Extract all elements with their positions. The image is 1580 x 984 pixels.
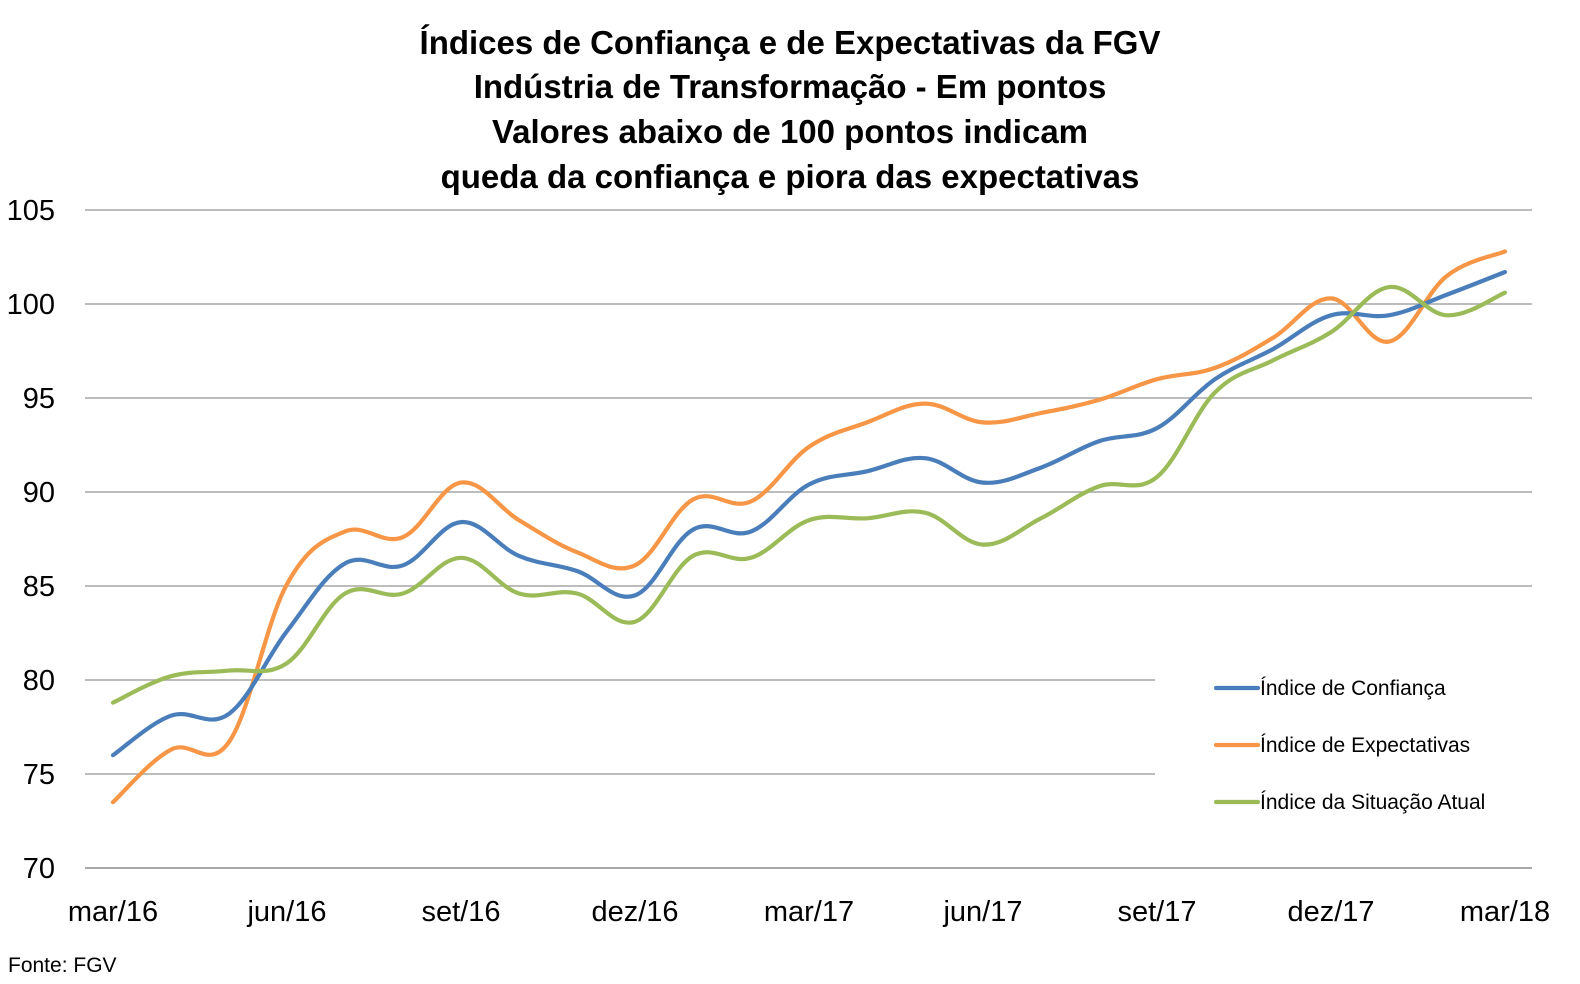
x-tick-label-mar-16: mar/16: [68, 896, 158, 928]
chart-title: Índices de Confiança e de Expectativas d…: [420, 24, 1161, 195]
x-tick-label-jun-16: jun/16: [246, 896, 326, 928]
title-line-2: Indústria de Transformação - Em pontos: [474, 68, 1107, 105]
title-line-1: Índices de Confiança e de Expectativas d…: [420, 24, 1161, 61]
gridlines: [85, 209, 1532, 869]
source-note: Fonte: FGV: [8, 954, 117, 977]
x-tick-label-jun-17: jun/17: [942, 896, 1022, 928]
series-line-indice-de-expectativas: [110, 249, 1508, 805]
y-axis-tick-labels: 70 75 80 85 90 95 100 105: [7, 195, 55, 885]
y-tick-label-70: 70: [23, 853, 55, 885]
series-line-indice-de-confianca: [110, 269, 1508, 758]
y-tick-label-80: 80: [23, 665, 55, 697]
title-line-3: Valores abaixo de 100 pontos indicam: [492, 113, 1088, 150]
y-tick-label-95: 95: [23, 383, 55, 415]
legend-label-indice-da-situacao-atual: Índice da Situação Atual: [1260, 791, 1485, 814]
legend: Índice de Confiança Índice de Expectativa…: [1213, 677, 1485, 814]
y-tick-label-90: 90: [23, 477, 55, 509]
y-tick-label-105: 105: [7, 195, 55, 227]
x-tick-label-set-16: set/16: [422, 896, 501, 928]
y-tick-label-100: 100: [7, 289, 55, 321]
legend-label-indice-de-expectativas: Índice de Expectativas: [1260, 734, 1470, 757]
y-tick-label-75: 75: [23, 759, 55, 791]
x-tick-label-set-17: set/17: [1118, 896, 1197, 928]
title-line-4: queda da confiança e piora das expectati…: [441, 158, 1140, 195]
legend-label-indice-de-confianca: Índice de Confiança: [1260, 677, 1446, 700]
series-line-indice-da-situacao-atual: [110, 284, 1508, 705]
x-tick-label-mar-17: mar/17: [764, 896, 854, 928]
x-tick-label-dez-17: dez/17: [1287, 896, 1374, 928]
y-tick-label-85: 85: [23, 571, 55, 603]
x-axis-tick-labels: mar/16 jun/16 set/16 dez/16 mar/17 jun/17 set/…: [68, 896, 1550, 928]
series-lines: [110, 249, 1508, 805]
x-tick-label-mar-18: mar/18: [1460, 896, 1550, 928]
x-tick-label-dez-16: dez/16: [591, 896, 678, 928]
